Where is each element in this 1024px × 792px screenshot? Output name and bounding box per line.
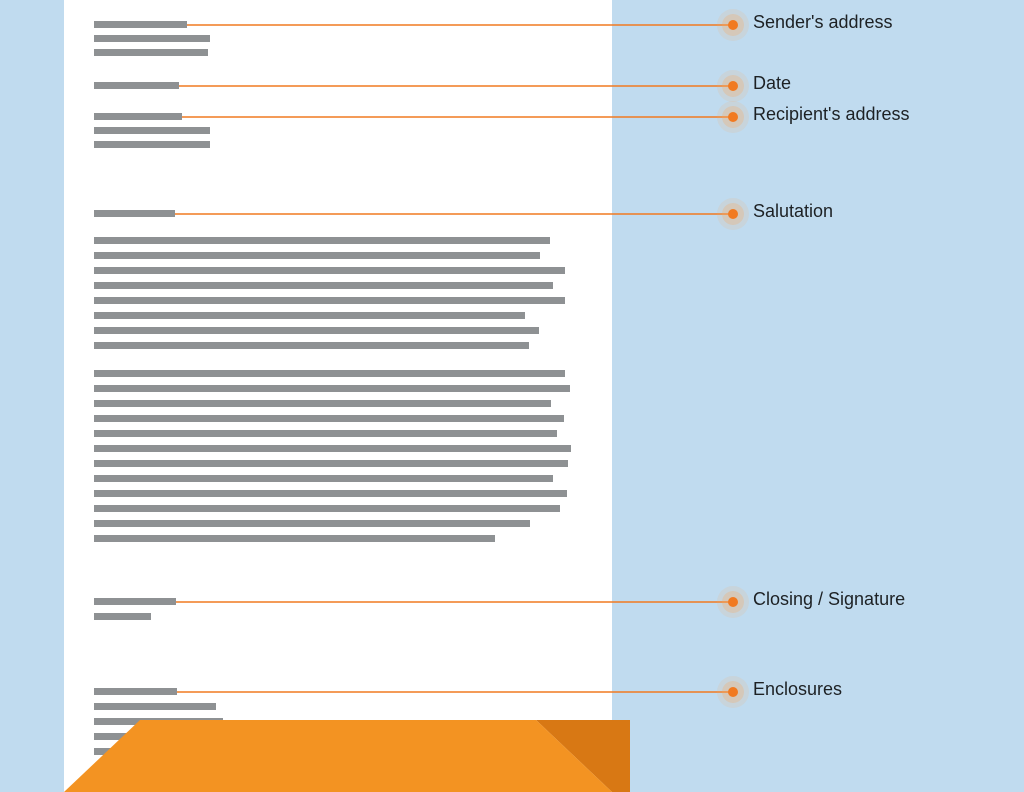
text-line-placeholder <box>94 327 539 334</box>
text-line-placeholder <box>94 252 540 259</box>
text-line-placeholder <box>94 415 564 422</box>
text-line-placeholder <box>94 535 495 542</box>
text-line-placeholder <box>94 237 550 244</box>
callout-dot <box>728 112 738 122</box>
text-line-placeholder <box>94 598 176 605</box>
text-line-placeholder <box>94 21 187 28</box>
text-line-placeholder <box>94 210 175 217</box>
text-line-placeholder <box>94 733 211 740</box>
text-line-placeholder <box>94 141 210 148</box>
letter-anatomy-diagram: Sender's address Date Recipient's address S… <box>0 0 1024 792</box>
callout-dot <box>728 81 738 91</box>
callout-label-enclosures: Enclosures <box>753 679 842 700</box>
text-line-placeholder <box>94 370 565 377</box>
text-line-placeholder <box>94 475 553 482</box>
callout-label-date: Date <box>753 73 791 94</box>
text-line-placeholder <box>94 718 223 725</box>
text-line-placeholder <box>94 520 530 527</box>
text-line-placeholder <box>94 400 551 407</box>
callout-label-closing-signature: Closing / Signature <box>753 589 905 610</box>
text-line-placeholder <box>94 342 529 349</box>
text-line-placeholder <box>94 113 182 120</box>
text-line-placeholder <box>94 35 210 42</box>
text-line-placeholder <box>94 49 208 56</box>
text-line-placeholder <box>94 688 177 695</box>
text-line-placeholder <box>94 127 210 134</box>
text-line-placeholder <box>94 282 553 289</box>
text-line-placeholder <box>94 430 557 437</box>
text-line-placeholder <box>94 385 570 392</box>
callout-label-sender-address: Sender's address <box>753 12 893 33</box>
callout-dot <box>728 687 738 697</box>
callout-dot <box>728 597 738 607</box>
text-line-placeholder <box>94 297 565 304</box>
callout-label-recipient-address: Recipient's address <box>753 104 910 125</box>
text-line-placeholder <box>94 613 151 620</box>
text-line-placeholder <box>94 748 198 755</box>
text-line-placeholder <box>94 82 179 89</box>
text-line-placeholder <box>94 460 568 467</box>
text-line-placeholder <box>94 505 560 512</box>
text-line-placeholder <box>94 490 567 497</box>
text-line-placeholder <box>94 445 571 452</box>
callout-dot <box>728 209 738 219</box>
callout-label-salutation: Salutation <box>753 201 833 222</box>
text-line-placeholder <box>94 703 216 710</box>
text-line-placeholder <box>94 267 565 274</box>
text-line-placeholder <box>94 312 525 319</box>
callout-dot <box>728 20 738 30</box>
